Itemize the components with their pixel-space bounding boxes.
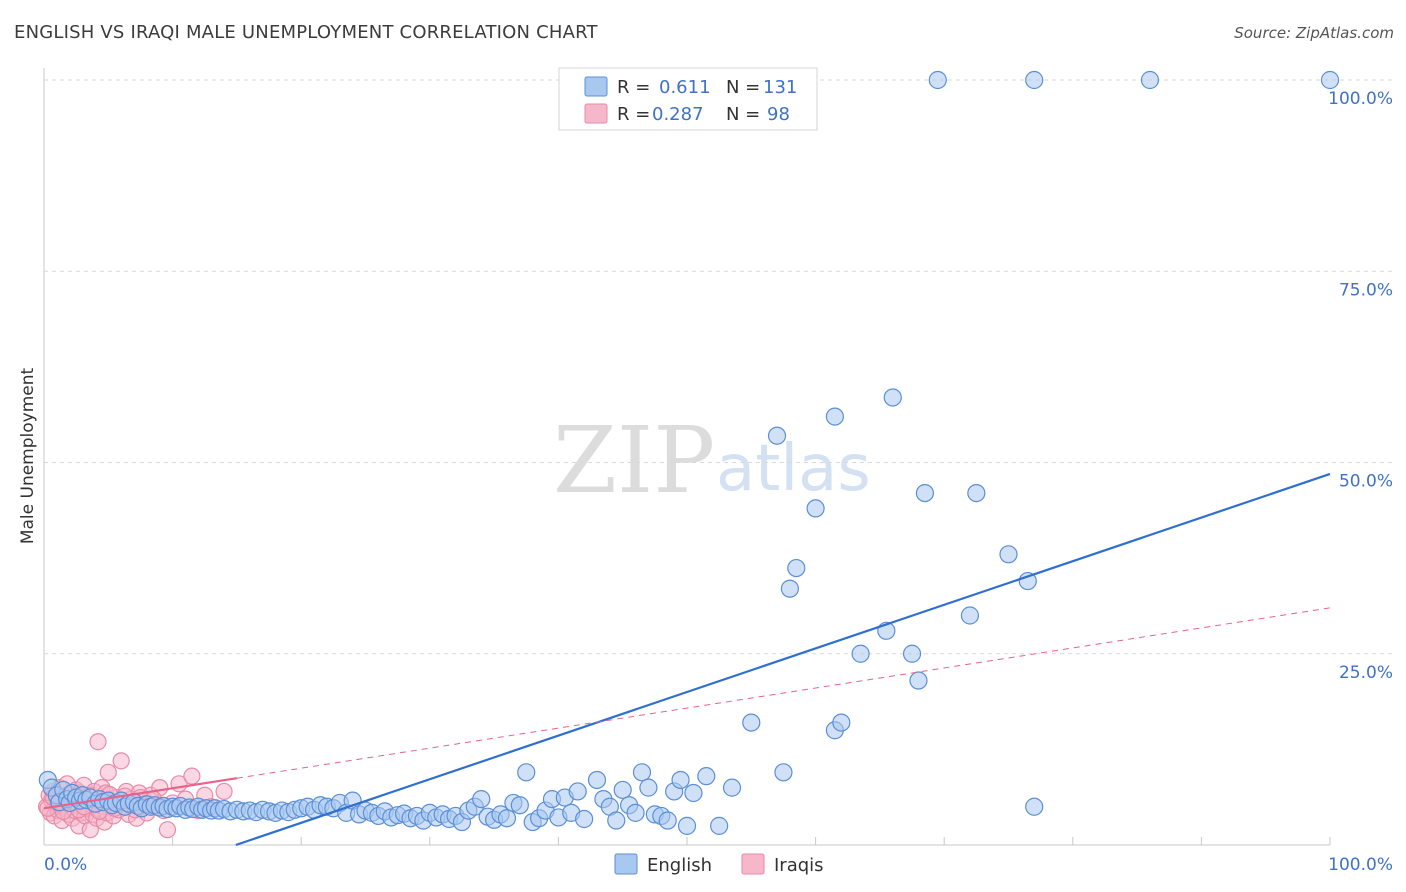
legend-iraqis-swatch	[741, 853, 765, 875]
english-point	[960, 606, 980, 625]
english-point	[999, 545, 1018, 564]
english-point	[517, 763, 536, 782]
english-point	[568, 782, 587, 801]
english-point	[909, 671, 928, 690]
english-point	[967, 484, 986, 503]
english-point	[1320, 70, 1340, 90]
gridlines	[44, 79, 1395, 655]
y-tick-label: 50.0%	[1339, 472, 1393, 492]
english-point	[607, 811, 626, 830]
iraqis-point	[183, 767, 201, 785]
legend-english-label: English	[647, 855, 712, 876]
english-point	[883, 388, 902, 407]
english-point	[928, 70, 947, 90]
iraqis-n-value: 98	[767, 104, 790, 125]
english-point	[613, 780, 632, 800]
x-tick-label-min: 0.0%	[44, 855, 87, 875]
english-point	[1025, 70, 1044, 90]
english-swatch	[584, 76, 608, 97]
english-point	[774, 763, 793, 782]
english-point	[832, 713, 851, 732]
english-point	[497, 809, 517, 828]
english-point	[742, 713, 761, 732]
english-point	[587, 770, 607, 790]
y-tick-labels: 25.0% 50.0% 75.0% 100.0%	[1328, 89, 1393, 683]
english-series	[38, 70, 1340, 835]
legend-iraqis-label: Iraqis	[774, 855, 824, 876]
english-point	[639, 778, 658, 797]
y-tick-label: 75.0%	[1339, 280, 1393, 300]
english-point	[915, 484, 935, 503]
english-point	[697, 767, 716, 786]
iraqis-trend-line	[43, 777, 238, 810]
iraqis-point	[215, 782, 233, 801]
watermark-zip: ZIP	[553, 407, 715, 514]
english-point	[677, 816, 697, 835]
legend-english-swatch	[614, 853, 638, 875]
y-tick-label: 25.0%	[1339, 663, 1393, 683]
english-trend-line	[235, 472, 1331, 847]
english-r-label: R =	[617, 77, 650, 98]
english-point	[472, 789, 491, 809]
english-point	[787, 558, 806, 578]
english-point	[632, 763, 652, 782]
english-point	[722, 778, 742, 797]
english-point	[1140, 70, 1160, 90]
english-n-value: 131	[763, 77, 797, 98]
english-point	[575, 809, 594, 829]
trend-lines	[43, 472, 1331, 847]
english-point	[806, 499, 825, 518]
english-point	[510, 796, 529, 815]
english-point	[902, 644, 922, 663]
english-point	[851, 644, 870, 663]
english-point	[780, 579, 799, 598]
source-credit: Source: ZipAtlas.com	[1234, 24, 1394, 42]
english-r-value: 0.611	[659, 77, 711, 98]
english-point	[1025, 797, 1044, 816]
english-point	[710, 816, 729, 835]
english-point	[684, 783, 703, 803]
english-n-label: N =	[726, 77, 760, 98]
iraqis-trend-extension	[236, 607, 1331, 779]
iraqis-swatch	[584, 103, 608, 124]
watermark-atlas: atlas	[716, 432, 871, 506]
iraqis-n-label: N =	[726, 104, 760, 125]
series-legend: English Iraqis	[614, 853, 824, 876]
iraqis-point	[99, 763, 117, 781]
iraqis-point	[158, 821, 177, 839]
english-point	[658, 811, 677, 830]
iraqis-r-value: 0.287	[652, 104, 704, 125]
english-point	[767, 426, 787, 445]
english-point	[671, 770, 690, 790]
chart-title: ENGLISH VS IRAQI MALE UNEMPLOYMENT CORRE…	[14, 22, 598, 43]
x-tick-label-max: 100.0%	[1328, 855, 1393, 875]
english-point	[825, 407, 844, 426]
y-tick-label: 100.0%	[1328, 89, 1393, 109]
stats-legend: R = 0.611 N = 131 R = 0.287 N = 98	[558, 67, 818, 131]
iraqis-point	[89, 733, 107, 751]
iraqis-r-label: R =	[617, 104, 650, 125]
x-tick-marks	[43, 837, 1331, 845]
y-axis-label: Male Unemployment	[18, 367, 38, 544]
iraqis-point	[112, 752, 130, 770]
english-point	[626, 803, 645, 822]
